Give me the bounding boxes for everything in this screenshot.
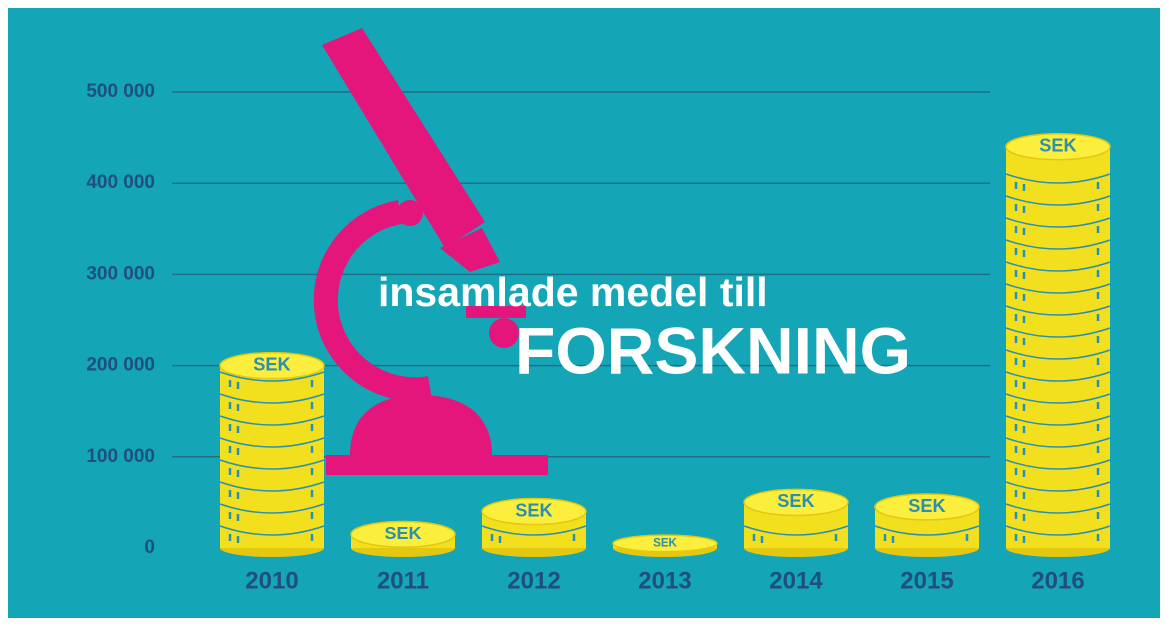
y-tick-label: 0 bbox=[144, 537, 155, 558]
coin-stack: SEK bbox=[613, 535, 717, 557]
bar bbox=[220, 366, 324, 548]
coin-label: SEK bbox=[1039, 136, 1076, 156]
x-tick-label: 2011 bbox=[377, 567, 429, 594]
coin-label: SEK bbox=[385, 523, 422, 543]
page: 0 100 000 200 000 300 000 400 000 500 000 SEK… bbox=[0, 0, 1169, 626]
coin-label: SEK bbox=[777, 491, 814, 511]
chart: 0 100 000 200 000 300 000 400 000 500 000 SEK… bbox=[0, 0, 1169, 626]
microscope-base bbox=[326, 455, 548, 475]
bar bbox=[1006, 147, 1110, 548]
coin-label: SEK bbox=[908, 496, 945, 516]
coin-label: SEK bbox=[653, 538, 677, 550]
x-tick-label: 2012 bbox=[507, 567, 560, 594]
microscope-knob bbox=[397, 200, 423, 226]
x-tick-label: 2015 bbox=[900, 567, 953, 594]
x-tick-label: 2014 bbox=[769, 567, 823, 594]
y-tick-label: 400 000 bbox=[86, 172, 155, 193]
y-tick-label: 200 000 bbox=[86, 355, 155, 376]
coin-stack: SEK bbox=[1006, 134, 1110, 557]
x-tick-label: 2010 bbox=[245, 567, 298, 594]
coin-stack: SEK bbox=[482, 499, 586, 557]
x-tick-label: 2013 bbox=[638, 567, 691, 594]
coin-stack: SEK bbox=[875, 494, 979, 557]
chart-subtitle: FORSKNING bbox=[515, 313, 911, 387]
coin-stack: SEK bbox=[744, 489, 848, 557]
coin-stack: SEK bbox=[351, 521, 455, 557]
coin-label: SEK bbox=[253, 354, 290, 374]
chart-title: insamlade medel till bbox=[378, 269, 768, 315]
y-tick-label: 300 000 bbox=[86, 263, 155, 284]
y-tick-label: 100 000 bbox=[86, 446, 155, 467]
x-tick-label: 2016 bbox=[1031, 567, 1084, 594]
coin-stack: SEK bbox=[220, 353, 324, 557]
y-tick-label: 500 000 bbox=[86, 81, 155, 102]
coin-label: SEK bbox=[515, 500, 552, 520]
